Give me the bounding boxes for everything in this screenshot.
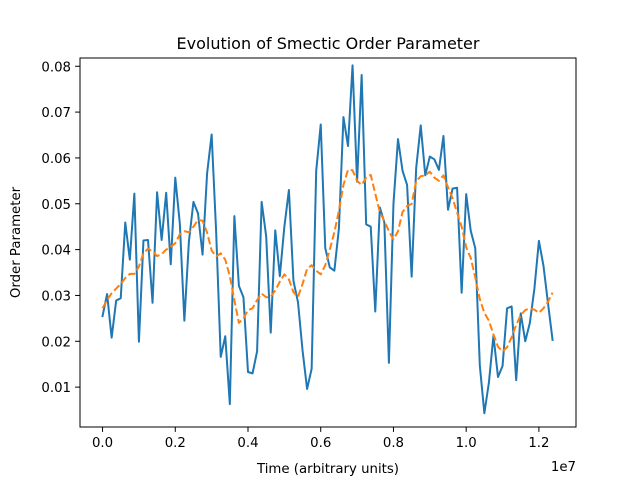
y-tick-label: 0.02 [41, 335, 71, 350]
y-tick-label: 0.06 [41, 152, 71, 167]
series-line-1 [101, 64, 554, 415]
plot-area [101, 64, 554, 415]
x-axis: 0.0 0.2 0.4 0.6 0.8 1.0 1.2 [92, 427, 549, 451]
x-tick-label: 0.2 [165, 436, 186, 451]
y-tick-label: 0.08 [41, 60, 71, 75]
x-tick-label: 0.0 [92, 436, 113, 451]
y-tick-label: 0.01 [41, 381, 71, 396]
chart-title: Evolution of Smectic Order Parameter [177, 34, 480, 53]
y-tick-label: 0.04 [41, 244, 71, 259]
x-tick-label: 0.8 [383, 436, 404, 451]
x-axis-offset-label: 1e7 [551, 460, 576, 475]
x-axis-label: Time (arbitrary units) [256, 462, 399, 477]
x-tick-label: 1.2 [528, 436, 549, 451]
series-line-2 [101, 168, 554, 353]
y-tick-label: 0.07 [41, 106, 71, 121]
y-tick-label: 0.03 [41, 289, 71, 304]
x-tick-label: 1.0 [456, 436, 477, 451]
y-tick-label: 0.05 [41, 198, 71, 213]
y-axis-label: Order Parameter [9, 186, 24, 298]
x-tick-label: 0.4 [237, 436, 258, 451]
axes-frame [79, 57, 577, 428]
y-axis: 0.01 0.02 0.03 0.04 0.05 0.06 0.07 0.08 [41, 60, 80, 396]
x-tick-label: 0.6 [310, 436, 331, 451]
